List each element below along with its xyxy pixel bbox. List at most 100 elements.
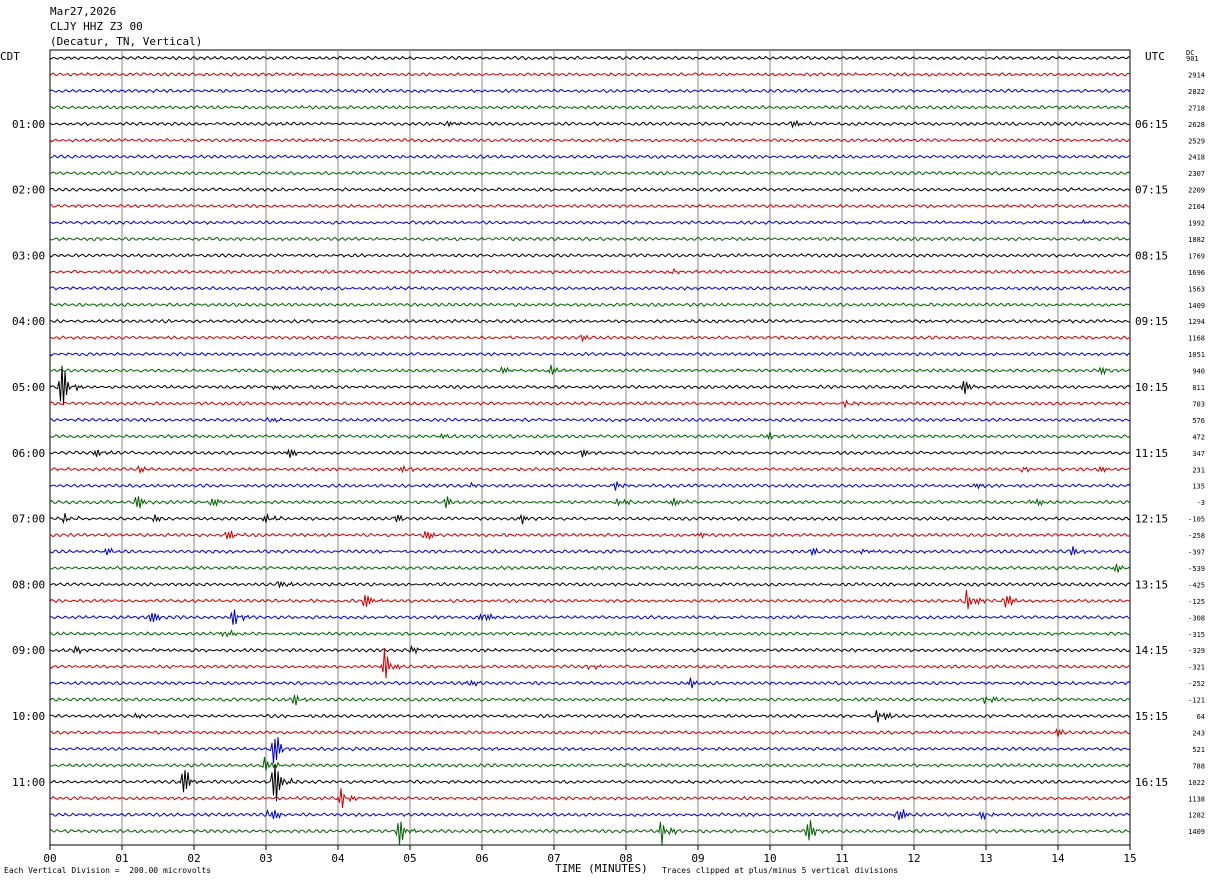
seismic-trace: [49, 154, 1131, 160]
dc-offset-label: -397: [1188, 549, 1205, 557]
dc-offset-label: 1882: [1188, 236, 1205, 244]
right-timezone-label: UTC: [1145, 50, 1165, 63]
x-tick-label: 04: [331, 852, 345, 865]
dc-offset-label: -315: [1188, 631, 1205, 639]
dc-offset-label: 1294: [1188, 318, 1205, 326]
x-tick-label: 01: [115, 852, 128, 865]
dc-offset-label: 1051: [1188, 351, 1205, 359]
dc-offset-label: 1696: [1188, 269, 1205, 277]
dc-offset-label: 1168: [1188, 335, 1205, 343]
x-tick-label: 08: [619, 852, 632, 865]
left-timezone-label: CDT: [0, 50, 20, 63]
seismic-trace: [49, 694, 1131, 706]
clipping-note: Traces clipped at plus/minus 5 vertical …: [662, 866, 899, 875]
dc-offset-label: 703: [1192, 400, 1205, 408]
left-time-label: 07:00: [12, 513, 45, 526]
dc-offset-label: 472: [1192, 433, 1205, 441]
seismic-trace: [49, 512, 1131, 525]
seismic-trace: [49, 137, 1131, 143]
seismic-trace: [49, 809, 1131, 821]
right-time-label: 13:15: [1135, 578, 1168, 591]
dc-offset-label: 1769: [1188, 252, 1205, 260]
seismic-trace: [49, 728, 1131, 738]
left-time-label: 04:00: [12, 315, 45, 328]
left-time-label: 05:00: [12, 381, 45, 394]
seismic-trace: [49, 677, 1131, 689]
dc-offset-label: 1409: [1188, 828, 1205, 836]
dc-offset-label: 1282: [1188, 812, 1205, 820]
left-time-label: 06:00: [12, 447, 45, 460]
date-label: Mar27,2026: [50, 5, 117, 18]
dc-offset-label: 135: [1192, 483, 1205, 491]
seismic-trace: [49, 644, 1131, 655]
x-tick-label: 15: [1123, 852, 1136, 865]
seismic-trace: [49, 334, 1131, 343]
seismic-trace: [49, 530, 1131, 540]
station-label: CLJY HHZ Z3 00: [50, 20, 143, 33]
right-time-label: 11:15: [1135, 447, 1168, 460]
x-tick-label: 05: [403, 852, 416, 865]
seismic-trace: [50, 710, 1131, 723]
seismic-trace: [49, 318, 1131, 324]
x-tick-label: 02: [187, 852, 200, 865]
seismic-trace: [49, 72, 1131, 77]
left-time-label: 09:00: [12, 644, 45, 657]
seismic-trace: [49, 218, 1131, 225]
chart-labels: 00 01 02 03 04 05 06 07 08 09 10 11 12 13 14 15 01:00 02:…: [12, 71, 1205, 865]
dc-offset-label: -329: [1188, 647, 1205, 655]
x-tick-label: 14: [1051, 852, 1065, 865]
dc-offset-label: 1409: [1188, 302, 1205, 310]
dc-offset-label: -539: [1188, 565, 1205, 573]
x-tick-label: 12: [907, 852, 920, 865]
dc-offset-label: 2104: [1188, 203, 1205, 211]
dc-offset-label: 2529: [1188, 137, 1205, 145]
seismic-trace: [49, 187, 1131, 192]
seismic-trace: [49, 763, 1131, 802]
seismic-trace: [49, 170, 1131, 176]
dc-offset-label: 2914: [1188, 71, 1205, 79]
x-tick-label: 13: [979, 852, 992, 865]
seismic-trace: [49, 431, 1131, 441]
seismic-trace: [49, 88, 1131, 94]
dc-offset-label: 2628: [1188, 121, 1205, 129]
right-time-label: 07:15: [1135, 184, 1168, 197]
location-label: (Decatur, TN, Vertical): [50, 35, 203, 48]
dc-offset-label: -125: [1188, 598, 1205, 606]
dc-offset-label: -425: [1188, 581, 1205, 589]
x-tick-label: 07: [547, 852, 560, 865]
dc-offset-label: 2822: [1188, 88, 1205, 96]
seismic-trace: [49, 647, 1131, 679]
dc-offset-label: 811: [1192, 384, 1205, 392]
left-time-label: 08:00: [12, 578, 45, 591]
seismic-trace: [49, 351, 1131, 357]
dc-offset-label: 231: [1192, 466, 1205, 474]
vertical-division-note: Each Vertical Division = 200.00 microvol…: [4, 866, 212, 875]
x-tick-label: 09: [691, 852, 704, 865]
dc-offset-label: 576: [1192, 417, 1205, 425]
x-axis-title: TIME (MINUTES): [555, 862, 648, 875]
left-time-label: 10:00: [12, 710, 45, 723]
dc-offset-label: 1992: [1188, 220, 1205, 228]
seismic-trace: [49, 788, 1131, 808]
plot-header: Mar27,2026 CLJY HHZ Z3 00 (Decatur, TN, Ve…: [50, 4, 202, 49]
seismic-trace: [49, 399, 1131, 410]
dc-offset-label: -308: [1188, 614, 1205, 622]
right-time-label: 10:15: [1135, 381, 1168, 394]
seismic-trace: [49, 563, 1131, 573]
left-time-label: 03:00: [12, 249, 45, 262]
dc-offset-label: 1138: [1188, 795, 1205, 803]
seismic-trace: [49, 236, 1131, 242]
dc-offset-label: 64: [1197, 713, 1205, 721]
x-tick-label: 10: [763, 852, 776, 865]
dc-offset-label: 940: [1192, 368, 1205, 376]
seismic-trace: [49, 481, 1131, 491]
dc-offset-label: 521: [1192, 746, 1205, 754]
seismic-trace: [49, 365, 1131, 405]
dc-offset-label: 1563: [1188, 285, 1205, 293]
dc-offset-label: -121: [1188, 697, 1205, 705]
seismic-trace: [49, 203, 1131, 209]
seismic-trace: [49, 364, 1131, 376]
right-time-label: 15:15: [1135, 710, 1168, 723]
chart-grid: [49, 49, 1131, 850]
